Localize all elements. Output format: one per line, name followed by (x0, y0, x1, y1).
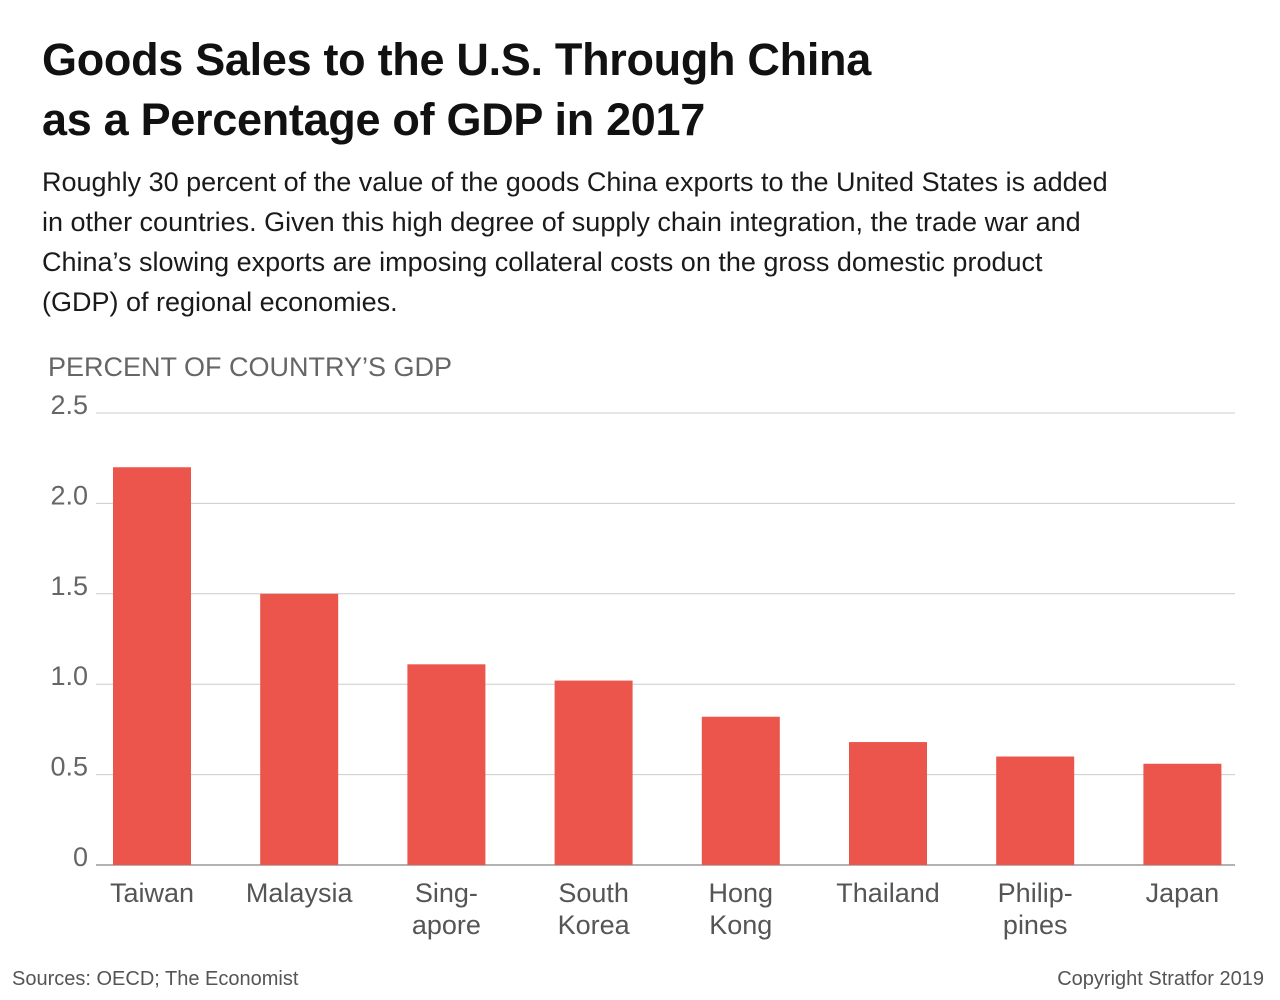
copyright-note: Copyright Stratfor 2019 (1057, 968, 1264, 990)
sources-note: Sources: OECD; The Economist (12, 968, 299, 990)
x-tick-label: Philip-pines (998, 878, 1073, 940)
x-tick-label: South Korea (558, 878, 631, 940)
x-tick-label: Hong Kong (709, 878, 774, 940)
bar (701, 716, 780, 865)
x-tick-label-line: Japan (1146, 878, 1220, 908)
x-tick-label-line: Sing- (415, 878, 478, 908)
x-tick-label-line: pines (1003, 910, 1068, 940)
bar (996, 756, 1075, 865)
x-tick-label-line: apore (412, 910, 481, 940)
x-tick-label: Thailand (836, 878, 940, 908)
y-tick-label: 1.0 (50, 661, 88, 691)
chart-subtitle: Roughly 30 percent of the value of the g… (42, 162, 1242, 322)
chart-title-line-1: Goods Sales to the U.S. Through China (42, 34, 871, 85)
chart-subtitle-line-3: China’s slowing exports are imposing col… (42, 247, 1043, 277)
chart-subtitle-line-2: in other countries. Given this high degr… (42, 207, 1081, 237)
x-tick-label: Sing-apore (412, 878, 481, 940)
x-tick-label-line: South (558, 878, 629, 908)
chart-title-line-2: as a Percentage of GDP in 2017 (42, 94, 705, 145)
x-tick-label-line: Hong (709, 878, 774, 908)
y-tick-label: 0 (73, 842, 88, 872)
chart-title: Goods Sales to the U.S. Through China as… (42, 30, 871, 150)
y-tick-label: 2.5 (50, 390, 88, 420)
x-tick-label: Japan (1146, 878, 1220, 908)
y-axis-label: PERCENT OF COUNTRY’S GDP (48, 352, 453, 382)
y-axis-ticks: 0 0.5 1.0 1.5 2.0 2.5 (50, 390, 88, 872)
x-tick-label-line: Korea (558, 910, 631, 940)
bar (113, 467, 191, 865)
bar (260, 593, 339, 865)
bars (113, 467, 1222, 865)
bar (849, 742, 927, 865)
x-tick-label-line: Kong (709, 910, 772, 940)
y-tick-label: 1.5 (50, 571, 88, 601)
x-tick-label-line: Philip- (998, 878, 1073, 908)
bar (1143, 763, 1222, 865)
chart-subtitle-line-1: Roughly 30 percent of the value of the g… (42, 167, 1108, 197)
y-tick-label: 0.5 (50, 752, 88, 782)
y-tick-label: 2.0 (50, 480, 88, 510)
bar (554, 680, 633, 865)
x-tick-label: Taiwan (110, 878, 194, 908)
x-tick-label-line: Malaysia (246, 878, 354, 908)
x-tick-label: Malaysia (246, 878, 354, 908)
bar (407, 664, 486, 865)
x-tick-label-line: Thailand (836, 878, 940, 908)
x-tick-label-line: Taiwan (110, 878, 194, 908)
chart-subtitle-line-4: (GDP) of regional economies. (42, 287, 398, 317)
